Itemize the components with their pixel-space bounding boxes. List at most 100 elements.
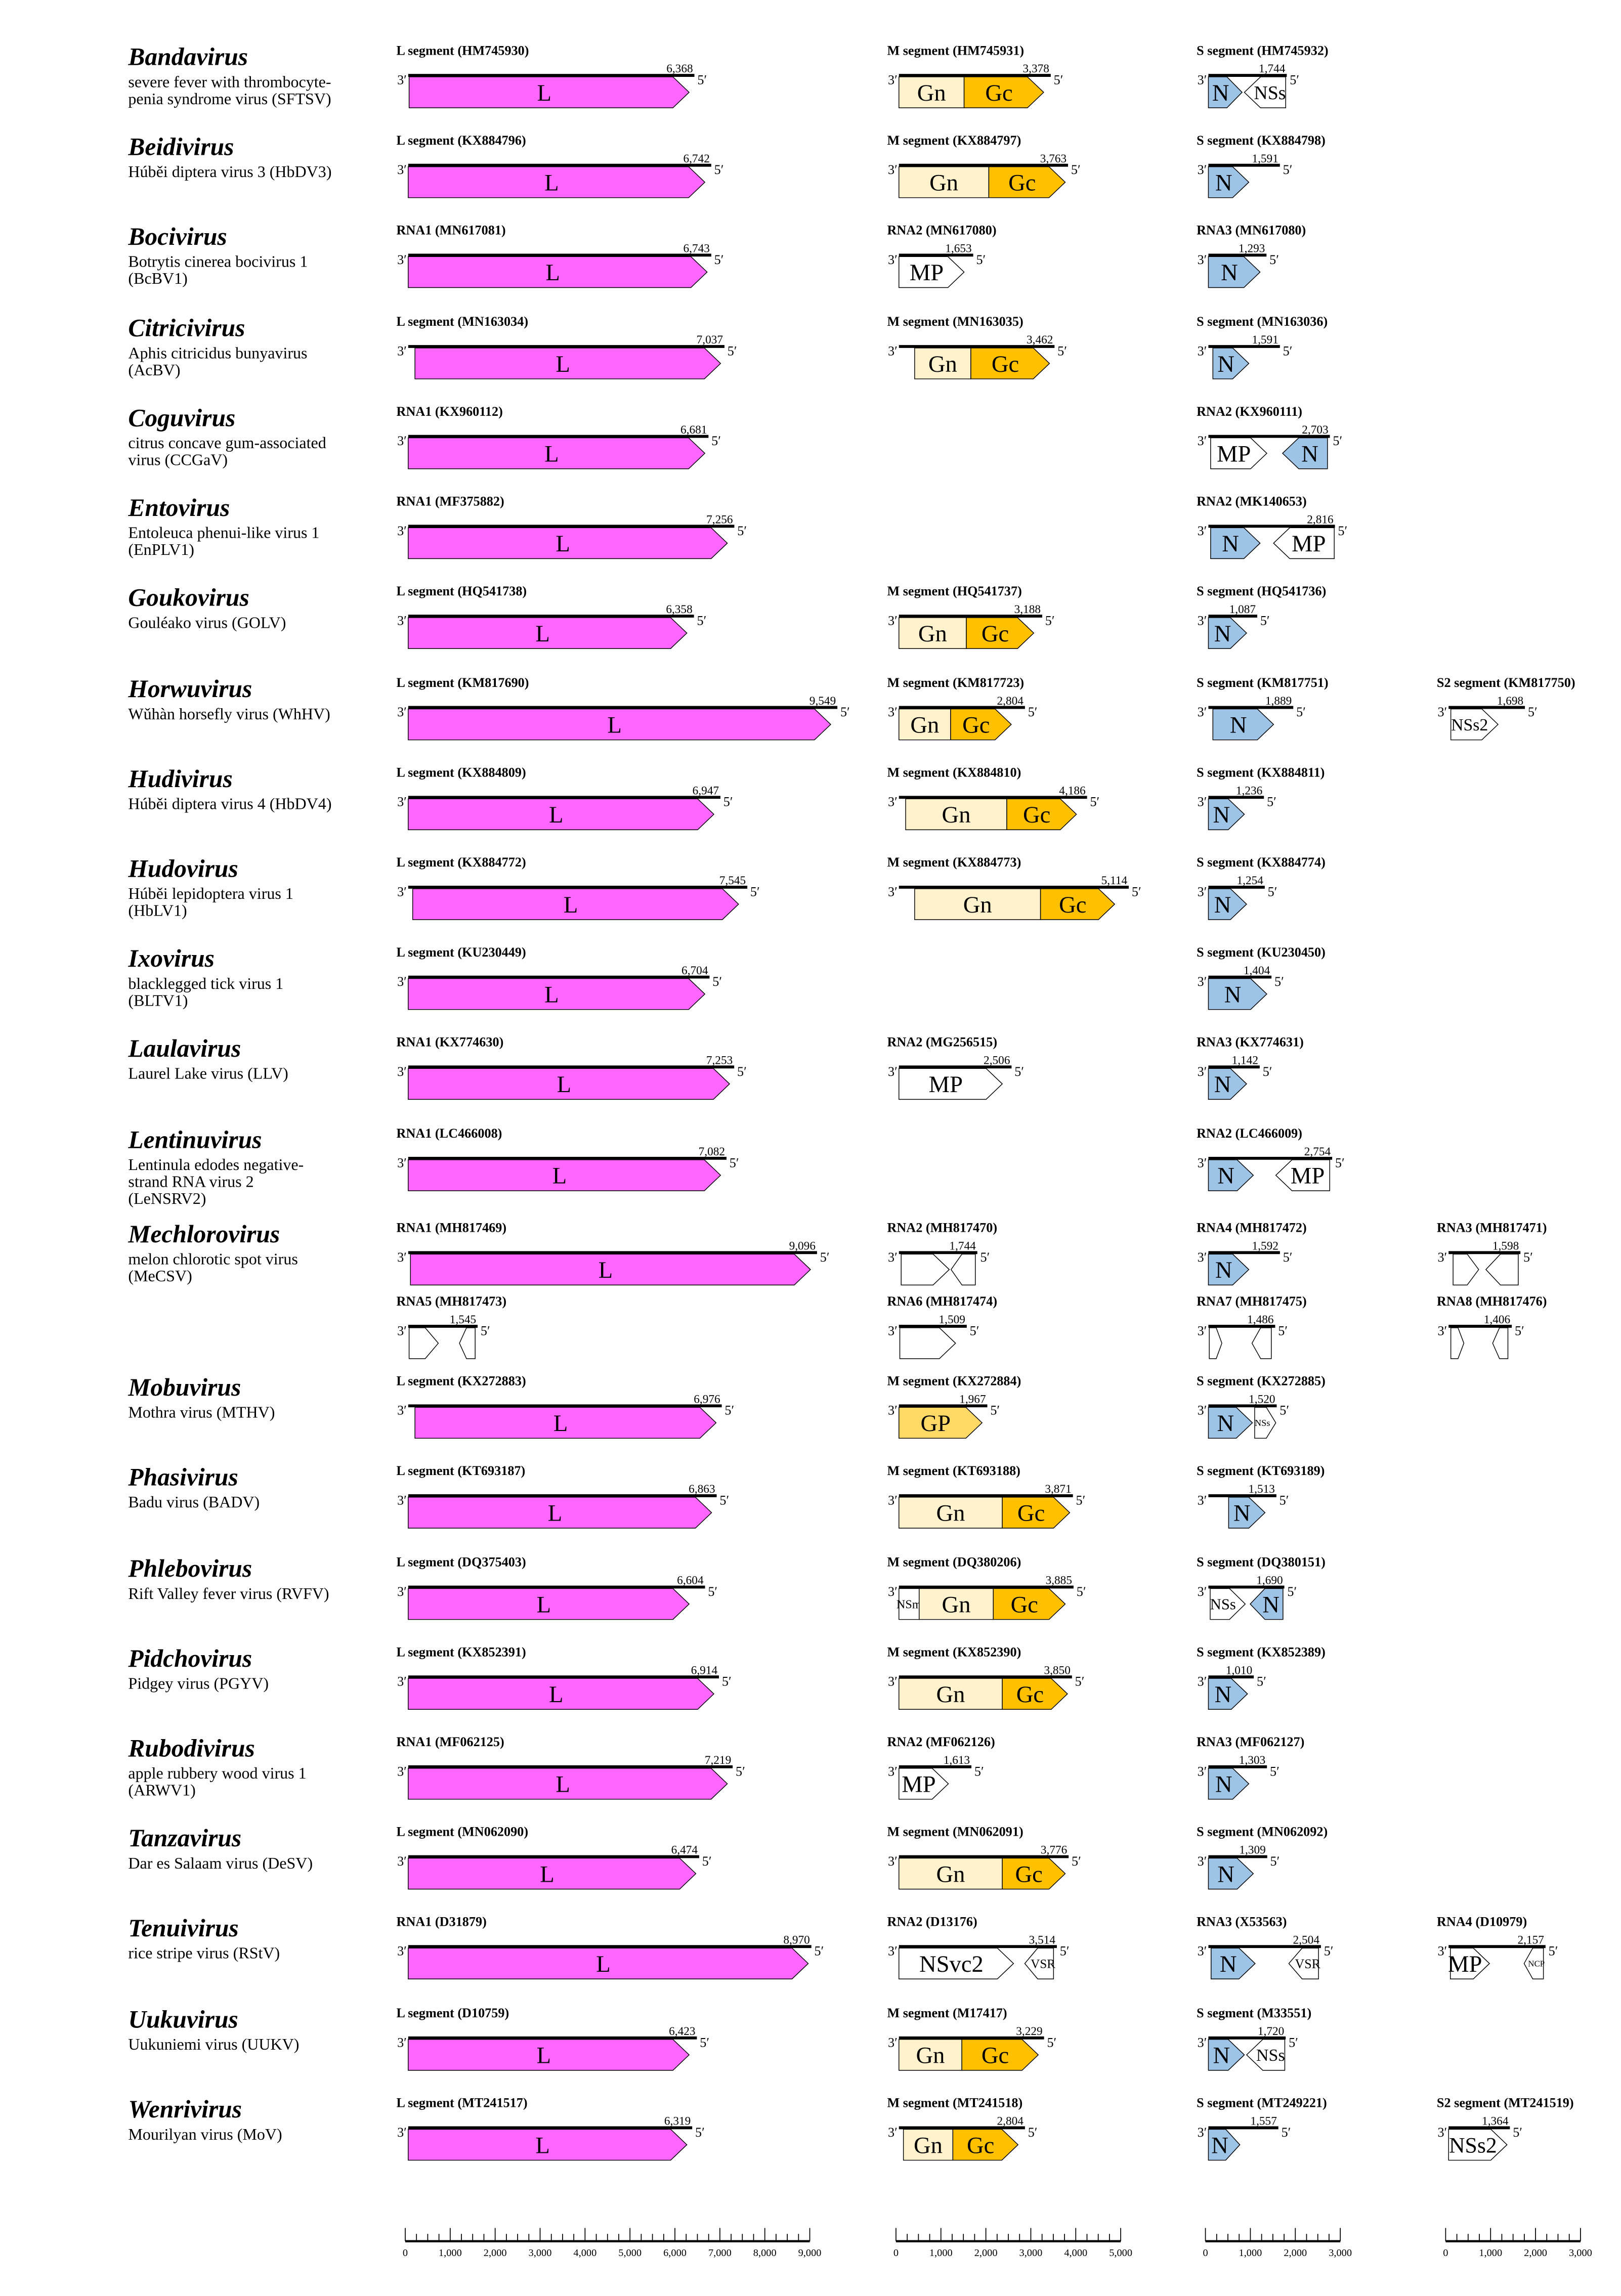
- gene-nss2: [1450, 708, 1499, 741]
- gene-label: L: [564, 892, 578, 918]
- three-prime-label: 3′: [1437, 705, 1447, 719]
- gene-label: L: [544, 441, 559, 467]
- genus-row-tenuivirus: Tenuivirus rice stripe virus (RStV) RNA1 (…: [128, 1914, 1558, 1980]
- gene-orf: [408, 1327, 439, 1359]
- segment: RNA8 (MH817476) 3′ 5′ 1,406: [1437, 1294, 1547, 1359]
- gene-label: Gc: [985, 80, 1012, 106]
- gene-label: Gn: [910, 712, 939, 738]
- segment-length: 1,520: [1249, 1393, 1275, 1406]
- five-prime-label: 5′: [1260, 613, 1270, 628]
- five-prime-label: 5′: [990, 1403, 1000, 1418]
- segment-length: 1,486: [1247, 1313, 1273, 1326]
- five-prime-label: 5′: [1028, 705, 1038, 719]
- segment-label: RNA1 (LC466008): [397, 1126, 502, 1141]
- five-prime-label: 5′: [1060, 1944, 1070, 1959]
- segment: RNA6 (MH817474) 3′ 5′ 1,509: [887, 1294, 997, 1359]
- segment-label: M segment (KT693188): [887, 1463, 1020, 1478]
- five-prime-label: 5′: [1338, 524, 1347, 538]
- gene-label: L: [537, 2043, 551, 2069]
- segment-label: RNA7 (MH817475): [1197, 1294, 1307, 1309]
- three-prime-label: 3′: [1198, 434, 1207, 448]
- five-prime-label: 5′: [1077, 1584, 1086, 1599]
- segment: L segment (KX272883) L 3′ 5′ 6,976: [397, 1373, 734, 1439]
- virus-name: Aphis citricidus bunyavirus: [128, 343, 307, 362]
- three-prime-label: 3′: [1198, 1764, 1207, 1779]
- virus-name: Rift Valley fever virus (RVFV): [128, 1584, 329, 1602]
- segment: S segment (KU230450) N 3′ 5′ 1,404: [1197, 945, 1326, 1010]
- tick-label: 0: [403, 2247, 408, 2259]
- gene-orf: [1492, 1327, 1509, 1359]
- five-prime-label: 5′: [1263, 1064, 1272, 1079]
- genus-name: Pidchovirus: [127, 1644, 252, 1672]
- segment-label: S segment (KM817751): [1197, 675, 1329, 690]
- five-prime-label: 5′: [974, 1764, 984, 1779]
- gene-mp: [1273, 527, 1335, 559]
- gene-label: N: [1262, 1591, 1279, 1618]
- gene-nss: [1244, 76, 1286, 108]
- three-prime-label: 3′: [397, 2125, 407, 2140]
- three-prime-label: 3′: [397, 974, 407, 989]
- gene-orf: [901, 1253, 950, 1286]
- three-prime-label: 3′: [397, 1674, 407, 1689]
- segment: L segment (KU230449) L 3′ 5′ 6,704: [397, 945, 722, 1010]
- genus-name: Uukuvirus: [128, 2005, 238, 2033]
- tick-label: 1,000: [439, 2247, 462, 2259]
- segment: S segment (KX884811) N 3′ 5′ 1,236: [1197, 765, 1325, 831]
- gene-label: Gc: [1017, 1500, 1045, 1527]
- genus-name: Bandavirus: [127, 43, 248, 71]
- gene-label: N: [1213, 2043, 1230, 2069]
- tick-label: 3,000: [1329, 2247, 1352, 2259]
- tick-label: 5,000: [1109, 2247, 1132, 2259]
- segment: RNA4 (D10979) MP NCP 3′ 5′ 2,157: [1437, 1914, 1558, 1980]
- segment-length: 2,504: [1293, 1933, 1320, 1946]
- gene-label: Gc: [962, 712, 990, 738]
- five-prime-label: 5′: [1047, 2035, 1056, 2050]
- segment: M segment (KX852390) Gn Gc 3′ 5′ 3,850: [887, 1644, 1084, 1710]
- segment-label: RNA1 (KX960112): [397, 404, 503, 419]
- gene-label: N: [1224, 981, 1242, 1008]
- segment-label: RNA2 (LC466009): [1197, 1126, 1302, 1141]
- gene-label: L: [545, 259, 560, 286]
- five-prime-label: 5′: [700, 2035, 709, 2050]
- three-prime-label: 3′: [1198, 884, 1207, 899]
- segment-length: 2,703: [1302, 423, 1328, 437]
- scale-bar: 0 1,000 2,000 3,000: [1203, 2228, 1352, 2259]
- segment-label: S segment (HQ541736): [1197, 584, 1326, 598]
- gene-label: Gn: [963, 892, 992, 918]
- gene-label: Gc: [1016, 1681, 1044, 1708]
- segment-label: S segment (KU230450): [1197, 945, 1326, 960]
- five-prime-label: 5′: [714, 162, 724, 177]
- tick-label: 3,000: [1569, 2247, 1592, 2259]
- gene-label: N: [1230, 712, 1247, 738]
- segment: RNA2 (MK140653) N MP 3′ 5′ 2,816: [1197, 494, 1347, 559]
- segment: L segment (KT693187) L 3′ 5′ 6,863: [397, 1463, 729, 1529]
- tick-label: 2,000: [974, 2247, 998, 2259]
- three-prime-label: 3′: [888, 2035, 898, 2050]
- gene-label: L: [548, 1500, 562, 1527]
- genus-name: Hudovirus: [127, 855, 238, 883]
- genus-name: Mechlorovirus: [127, 1220, 280, 1248]
- segment-label: S2 segment (KM817750): [1437, 675, 1575, 690]
- gene-label: NSs: [1255, 1418, 1270, 1428]
- tick-label: 1,000: [1479, 2247, 1502, 2259]
- tick-label: 6,000: [663, 2247, 687, 2259]
- segment-label: RNA2 (MF062126): [887, 1735, 995, 1749]
- segment-label: RNA3 (X53563): [1197, 1914, 1287, 1929]
- segment-label: RNA4 (MH817472): [1197, 1221, 1307, 1235]
- segment: S segment (KX884774) N 3′ 5′ 1,254: [1197, 855, 1326, 920]
- segment: RNA1 (MF375882) L 3′ 5′ 7,256: [397, 494, 747, 559]
- segment: RNA3 (MF062127) N 3′ 5′ 1,303: [1197, 1735, 1304, 1800]
- segment-length: 6,604: [677, 1574, 704, 1587]
- segment-label: S segment (KX884798): [1197, 133, 1326, 148]
- segment-label: M segment (MT241518): [887, 2096, 1022, 2110]
- segment-label: L segment (KU230449): [397, 945, 526, 960]
- three-prime-label: 3′: [1198, 1944, 1207, 1959]
- segment-length: 3,776: [1041, 1844, 1067, 1857]
- segment: RNA2 (KX960111) MP N 3′ 5′ 2,703: [1197, 404, 1342, 469]
- gene-label: Gn: [936, 1861, 965, 1887]
- tick-label: 0: [893, 2247, 899, 2259]
- gene-label: L: [557, 1071, 571, 1098]
- segment: L segment (KX884772) L 3′ 5′ 7,545: [397, 855, 760, 920]
- virus-name: Pidgey virus (PGYV): [128, 1674, 269, 1692]
- segment: S segment (HM745932) N NSs 3′ 5′ 1,744: [1197, 43, 1329, 108]
